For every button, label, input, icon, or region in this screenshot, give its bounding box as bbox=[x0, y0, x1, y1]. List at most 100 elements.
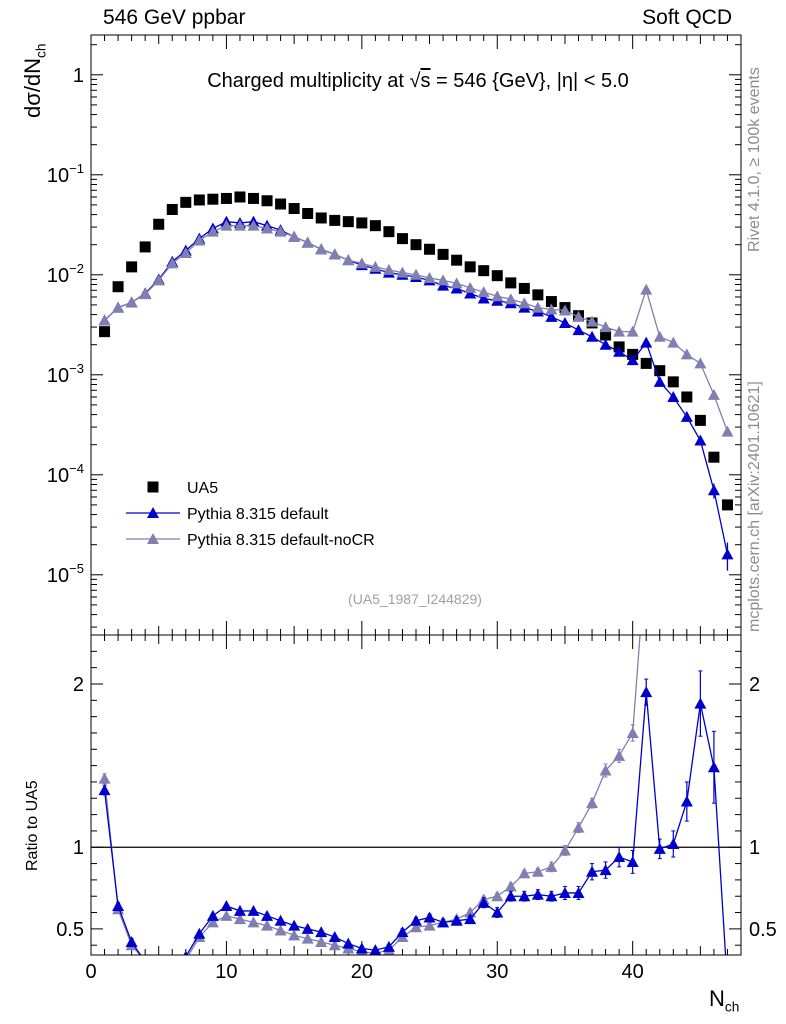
main-point-series-2 bbox=[558, 304, 571, 316]
main-point-series-1 bbox=[599, 338, 612, 350]
ratio-point-series-0 bbox=[423, 911, 436, 923]
ratio-point-series-0 bbox=[166, 956, 178, 967]
main-point-series-2 bbox=[179, 247, 192, 259]
ratio-point-series-0 bbox=[153, 959, 165, 970]
ratio-y-tick-label-right: 0.5 bbox=[749, 919, 777, 941]
ratio-point-series-0 bbox=[558, 886, 571, 898]
main-point-ua5 bbox=[248, 192, 259, 204]
main-point-series-2 bbox=[707, 388, 720, 400]
ratio-point-series-0 bbox=[288, 919, 301, 931]
ratio-point-series-0 bbox=[518, 890, 531, 902]
ratio-x-tick-label: 30 bbox=[486, 961, 508, 983]
ratio-point-series-1 bbox=[423, 919, 436, 931]
main-point-series-2 bbox=[328, 248, 341, 260]
header-left: 546 GeV ppbar bbox=[103, 6, 246, 29]
ratio-point-series-0 bbox=[450, 914, 463, 926]
ratio-point-series-1 bbox=[586, 797, 599, 809]
main-y-tick-mantissa: 10 bbox=[47, 165, 69, 187]
main-y-tick-exponent: −1 bbox=[69, 161, 84, 176]
ratio-point-series-0 bbox=[410, 914, 422, 926]
ratio-point-series-0 bbox=[545, 890, 558, 902]
main-point-series-2 bbox=[342, 254, 355, 266]
main-point-ua5 bbox=[383, 226, 395, 238]
ratio-x-tick-label: 20 bbox=[351, 961, 373, 983]
ratio-y-tick-label-right: 2 bbox=[749, 674, 760, 696]
ratio-point-series-0 bbox=[247, 904, 260, 916]
main-point-series-2 bbox=[261, 222, 274, 234]
main-point-ua5 bbox=[451, 254, 463, 266]
ratio-point-series-0 bbox=[667, 837, 680, 849]
ratio-point-series-0 bbox=[193, 927, 206, 939]
main-point-ua5 bbox=[464, 261, 476, 273]
ratio-point-series-1 bbox=[504, 880, 517, 892]
main-y-tick-label-5: 10−5 bbox=[47, 561, 84, 587]
main-point-ua5 bbox=[505, 277, 517, 289]
ratio-point-series-1 bbox=[233, 913, 246, 925]
main-y-tick-label-4: 10−4 bbox=[47, 461, 84, 487]
main-point-ua5 bbox=[667, 376, 679, 388]
main-point-series-2 bbox=[410, 268, 422, 280]
main-point-ua5 bbox=[681, 391, 693, 403]
x-axis-label-sub: ch bbox=[724, 999, 740, 1015]
ratio-point-series-0 bbox=[315, 926, 328, 938]
ratio-x-tick-label: 40 bbox=[622, 961, 644, 983]
main-point-series-2 bbox=[206, 225, 219, 237]
ratio-point-series-1 bbox=[206, 916, 219, 928]
ratio-point-series-1 bbox=[667, 596, 679, 607]
main-point-series-2 bbox=[626, 325, 639, 337]
main-point-series-2 bbox=[125, 296, 138, 308]
ratio-point-series-0 bbox=[531, 888, 544, 900]
ratio-point-series-1 bbox=[626, 726, 639, 738]
ratio-point-series-1 bbox=[572, 821, 585, 833]
main-y-tick-exponent: −4 bbox=[69, 461, 84, 476]
main-point-series-2 bbox=[233, 219, 246, 231]
ratio-point-series-1 bbox=[98, 772, 111, 784]
main-point-series-2 bbox=[112, 301, 125, 313]
ratio-series-line-1 bbox=[103, 635, 641, 955]
ratio-point-series-0 bbox=[206, 909, 219, 921]
legend-label-0: UA5 bbox=[187, 480, 218, 497]
ratio-point-series-0 bbox=[640, 686, 653, 698]
main-point-ua5 bbox=[275, 198, 287, 210]
x-axis-label: Nch bbox=[709, 986, 739, 1014]
main-point-ua5 bbox=[396, 233, 408, 245]
main-point-ua5 bbox=[302, 208, 314, 220]
ratio-point-series-1 bbox=[694, 596, 706, 607]
main-point-series-1 bbox=[477, 292, 490, 304]
ratio-point-series-1 bbox=[681, 596, 693, 607]
main-point-ua5 bbox=[261, 195, 273, 207]
main-point-series-1 bbox=[721, 548, 734, 560]
main-point-series-2 bbox=[531, 301, 544, 313]
main-y-tick-exponent: −2 bbox=[69, 261, 84, 276]
legend-label-2: Pythia 8.315 default-noCR bbox=[187, 532, 375, 549]
ratio-point-series-0 bbox=[707, 761, 720, 773]
main-point-series-2 bbox=[586, 315, 599, 327]
ratio-point-series-0 bbox=[504, 890, 517, 902]
main-point-ua5 bbox=[329, 214, 341, 226]
ratio-plot-frame bbox=[90, 634, 742, 956]
ratio-point-series-0 bbox=[464, 913, 477, 925]
legend-marker-2 bbox=[147, 533, 159, 544]
main-point-series-2 bbox=[247, 219, 260, 231]
main-point-ua5 bbox=[424, 243, 436, 255]
ratio-point-series-1 bbox=[185, 953, 187, 955]
ratio-point-series-1 bbox=[166, 957, 178, 968]
main-point-series-2 bbox=[653, 330, 666, 342]
main-point-ua5 bbox=[99, 326, 111, 338]
main-point-series-2 bbox=[315, 243, 328, 255]
main-y-tick-label-2: 10−2 bbox=[47, 261, 84, 287]
ratio-point-series-1 bbox=[301, 932, 314, 944]
ratio-point-series-1 bbox=[220, 909, 233, 921]
ratio-y-tick-label: 0.5 bbox=[56, 919, 84, 941]
main-point-series-2 bbox=[721, 425, 734, 437]
main-point-ua5 bbox=[288, 203, 300, 215]
main-point-series-2 bbox=[193, 234, 206, 246]
ratio-point-series-0 bbox=[396, 926, 409, 938]
main-point-series-1 bbox=[707, 484, 720, 496]
main-y-tick-label-0: 1 bbox=[73, 65, 84, 87]
main-point-series-2 bbox=[382, 263, 395, 275]
ratio-x-tick-label: 0 bbox=[85, 961, 96, 983]
ratio-point-series-0 bbox=[274, 914, 287, 926]
ratio-point-series-0 bbox=[694, 697, 707, 709]
legend-marker-0 bbox=[147, 481, 159, 493]
